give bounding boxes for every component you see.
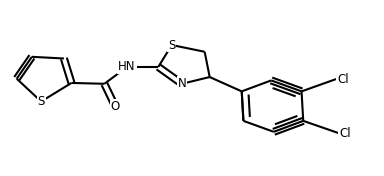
Text: Cl: Cl	[339, 127, 351, 140]
Text: N: N	[177, 77, 186, 90]
Text: Cl: Cl	[337, 73, 349, 86]
Text: S: S	[38, 95, 45, 108]
Text: S: S	[168, 39, 175, 52]
Text: HN: HN	[118, 60, 136, 73]
Text: O: O	[111, 100, 120, 113]
